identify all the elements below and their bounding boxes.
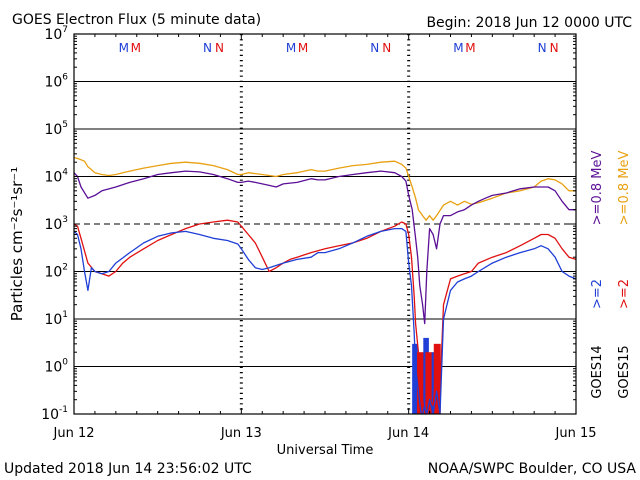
y-tick-label: 102 — [44, 263, 68, 281]
mn-marker: M — [298, 41, 308, 55]
series-line — [73, 227, 577, 415]
legend-label: >=0.8 MeV — [617, 151, 632, 226]
y-tick-labels: 10-1 100 101 102 103 104 105 106 107 — [41, 25, 576, 423]
midnight-markers — [239, 34, 411, 414]
y-tick-label: 104 — [44, 168, 68, 186]
begin-date: Begin: 2018 Jun 12 0000 UTC — [426, 15, 632, 31]
legend-label: GOES14 — [590, 345, 605, 398]
mn-marker: N — [550, 41, 559, 55]
y-tick-label: 107 — [44, 25, 68, 43]
mn-marker: M — [286, 41, 296, 55]
y-tick-label: 101 — [44, 310, 68, 328]
mn-marker: M — [453, 41, 463, 55]
series-line — [73, 219, 577, 415]
mn-marker: N — [370, 41, 379, 55]
spike-bar — [425, 352, 433, 414]
mn-marker: M — [465, 41, 475, 55]
updated-timestamp: Updated 2018 Jun 14 23:56:02 UTC — [4, 461, 252, 477]
mn-marker: N — [215, 41, 224, 55]
y-tick-label: 103 — [44, 215, 68, 233]
x-tick-label: Jun 15 — [555, 426, 597, 441]
y-tick-label: 106 — [44, 73, 68, 91]
series-line — [73, 156, 576, 221]
spike-bar — [417, 352, 425, 414]
legend-label: >=0.8 MeV — [590, 151, 605, 226]
mn-marker: M — [131, 41, 141, 55]
series-line — [73, 170, 576, 325]
mn-marker: M — [119, 41, 129, 55]
x-tick-label: Jun 12 — [53, 426, 95, 441]
mn-marker: N — [382, 41, 391, 55]
x-tick-labels: Jun 12 Jun 13 Jun 14 Jun 15 — [53, 34, 597, 441]
legend-label: >=2 — [617, 279, 632, 309]
right-legend: >=0.8 MeV >=0.8 MeV >=2 >=2 GOES15 GOES14 — [590, 151, 632, 399]
y-tick-label: 100 — [44, 358, 68, 376]
mn-marker: N — [203, 41, 212, 55]
series-lines — [73, 156, 577, 415]
y-tick-label: 105 — [44, 120, 68, 138]
y-tick-label: 10-1 — [41, 405, 68, 423]
chart-title: GOES Electron Flux (5 minute data) — [12, 12, 261, 28]
spike-bar — [412, 343, 418, 414]
mn-marker: N — [538, 41, 547, 55]
x-tick-label: Jun 13 — [220, 426, 262, 441]
legend-label: >=2 — [590, 279, 605, 309]
x-axis-label: Universal Time — [277, 443, 374, 458]
legend-label: GOES15 — [617, 345, 632, 398]
gridlines — [74, 81, 576, 367]
x-tick-label: Jun 14 — [387, 426, 429, 441]
y-axis-label: Particles cm⁻²s⁻¹sr⁻¹ — [8, 167, 26, 321]
credit-text: NOAA/SWPC Boulder, CO USA — [428, 461, 637, 477]
spike-bar — [433, 343, 441, 414]
